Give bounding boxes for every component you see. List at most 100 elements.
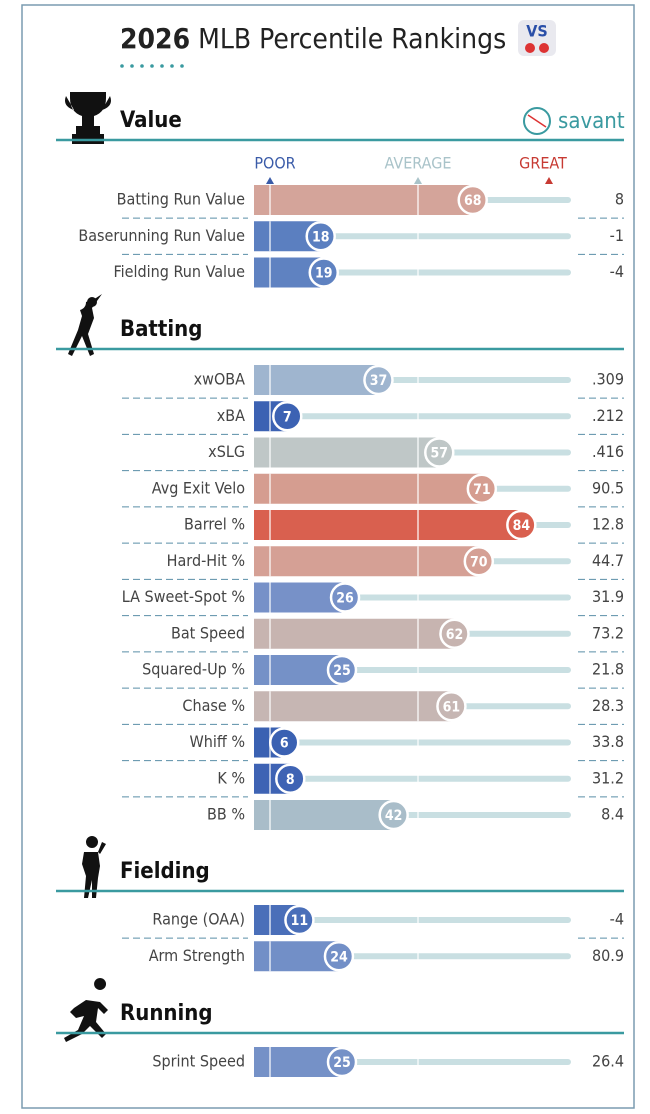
stat-value: .212 <box>592 406 624 425</box>
percentile-circle <box>284 904 315 936</box>
stat-value: 28.3 <box>592 696 624 715</box>
percentile-label: 24 <box>330 949 348 965</box>
percentile-label: 70 <box>470 554 488 570</box>
stat-value: 90.5 <box>592 478 624 497</box>
percentile-circle <box>457 184 488 216</box>
svg-text:VS: VS <box>526 22 548 41</box>
percentile-circle <box>275 763 306 794</box>
card-border <box>21 4 635 1109</box>
stat-value: -4 <box>610 910 624 929</box>
stat-value: 8.4 <box>601 805 624 824</box>
percentile-circle <box>326 654 358 686</box>
savant-logo: savant <box>523 107 625 135</box>
icons <box>64 92 111 1042</box>
percentile-circle <box>436 691 467 722</box>
percentile-label: 61 <box>443 699 461 715</box>
percentile-bar <box>254 546 479 577</box>
row-label: LA Sweet-Spot % <box>122 587 245 606</box>
percentile-circle <box>363 364 394 396</box>
stat-value: -4 <box>610 262 624 281</box>
row-label: xBA <box>217 406 245 425</box>
row-label: Arm Strength <box>149 946 245 965</box>
row-label: Fielding Run Value <box>114 262 246 281</box>
scale-legend: POOR AVERAGE GREAT <box>254 154 567 184</box>
row-label: xwOBA <box>194 370 245 389</box>
percentile-label: 19 <box>315 266 333 282</box>
row-label: Avg Exit Velo <box>152 478 245 497</box>
section-title: Batting <box>120 317 202 342</box>
stat-value: 44.7 <box>592 551 624 570</box>
scale-poor: POOR <box>254 154 295 173</box>
percentile-label: 25 <box>333 1055 351 1071</box>
stat-value: 21.8 <box>592 660 624 679</box>
stat-value: 8 <box>615 190 624 209</box>
stat-value: -1 <box>610 226 624 245</box>
percentile-label: 37 <box>370 373 388 389</box>
section-title: Fielding <box>120 859 210 884</box>
percentile-label: 57 <box>431 446 449 462</box>
section-title: Value <box>120 108 182 133</box>
stat-value: 80.9 <box>592 946 624 965</box>
row-label: BB % <box>207 805 245 824</box>
stat-value: 73.2 <box>592 623 624 642</box>
percentile-circle <box>272 401 303 432</box>
percentile-bar <box>254 510 522 540</box>
percentile-circle <box>466 473 498 504</box>
percentile-label: 62 <box>446 627 464 643</box>
percentile-circle <box>439 618 470 649</box>
percentile-circle <box>326 1046 358 1078</box>
row-label: Batting Run Value <box>117 190 245 209</box>
percentile-circle <box>305 221 336 252</box>
percentile-label: 25 <box>333 663 351 679</box>
percentile-circle <box>424 437 455 468</box>
percentile-circle <box>506 509 537 541</box>
percentile-circle <box>323 941 355 972</box>
stat-value: 31.2 <box>592 768 624 787</box>
percentile-label: 84 <box>513 518 531 534</box>
percentile-bar <box>254 185 473 215</box>
percentile-label: 7 <box>283 409 292 425</box>
stat-value: 31.9 <box>592 587 624 606</box>
stat-value: .416 <box>592 442 624 461</box>
title: 2026 MLB Percentile Rankings <box>120 22 506 55</box>
row-label: Barrel % <box>184 515 245 534</box>
section-title: Running <box>120 1001 213 1026</box>
percentile-circle <box>329 582 361 613</box>
row-label: Whiff % <box>189 732 245 751</box>
percentile-label: 71 <box>473 482 491 498</box>
percentile-bar <box>254 437 440 468</box>
percentile-label: 11 <box>291 913 309 929</box>
title-text: MLB Percentile Rankings <box>198 22 506 55</box>
percentile-bar <box>254 365 379 395</box>
row-label: Bat Speed <box>171 623 245 642</box>
stat-value: .309 <box>592 370 624 389</box>
title-dots <box>120 64 184 68</box>
percentile-label: 26 <box>336 591 354 607</box>
title-year: 2026 <box>120 22 190 55</box>
percentile-label: 68 <box>464 193 482 209</box>
row-label: K % <box>217 768 245 787</box>
percentile-bar <box>254 691 452 722</box>
row-label: Squared-Up % <box>142 660 245 679</box>
percentile-circle <box>308 257 340 288</box>
percentile-bar <box>254 800 394 830</box>
percentile-label: 8 <box>286 772 295 788</box>
row-label: Chase % <box>182 696 245 715</box>
vs-logo: VS <box>518 20 556 56</box>
percentile-bar <box>254 618 455 649</box>
percentile-circle <box>378 799 409 831</box>
scale-great: GREAT <box>519 154 567 173</box>
scale-average: AVERAGE <box>385 154 452 173</box>
percentile-label: 6 <box>280 736 289 752</box>
percentile-label: 42 <box>385 808 403 824</box>
stat-value: 26.4 <box>592 1052 624 1071</box>
stat-value: 33.8 <box>592 732 624 751</box>
row-label: Hard-Hit % <box>167 551 245 570</box>
percentile-bar <box>254 473 482 504</box>
percentile-circle <box>463 546 495 577</box>
savant-text: savant <box>558 109 625 134</box>
row-label: xSLG <box>208 442 245 461</box>
row-label: Sprint Speed <box>152 1052 245 1071</box>
row-label: Range (OAA) <box>152 910 245 929</box>
